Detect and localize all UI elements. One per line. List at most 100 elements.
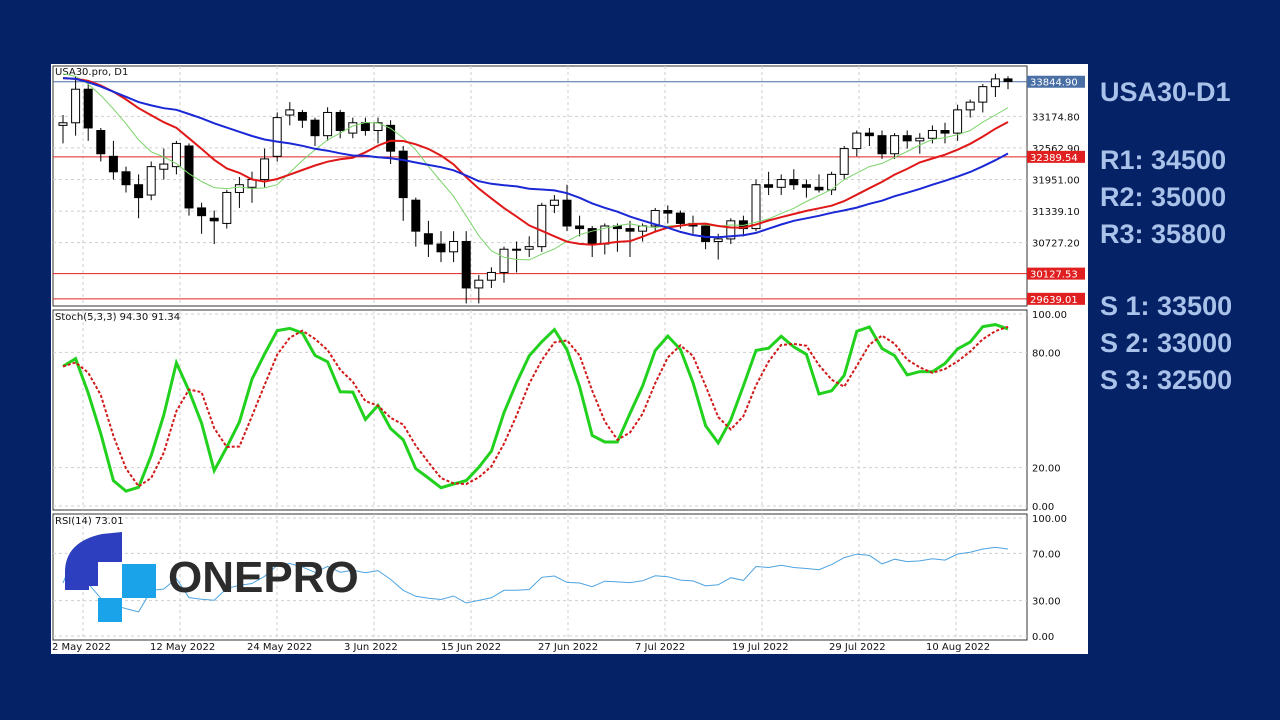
rsi-tick-label: 70.00 [1032,549,1061,560]
candle [726,220,736,240]
candle [625,228,635,232]
candle [852,132,862,150]
support-3: S 3: 32500 [1100,365,1233,395]
level-label-box [1027,267,1085,280]
stoch-label: Stoch(5,3,3) 94.30 91.34 [55,312,180,323]
candle [877,135,887,155]
candle [789,179,799,186]
candle [990,78,1000,88]
candle [953,109,963,134]
stoch-tick-label: 0.00 [1032,502,1054,513]
support-1: S 1: 33500 [1100,291,1233,321]
level-label: 32389.54 [1030,153,1078,164]
symbol-label: USA30.pro, D1 [55,67,128,78]
candle [159,163,169,170]
price-tick-label: 31339.10 [1032,207,1080,218]
level-label-box [1027,75,1085,88]
candle [108,155,118,173]
candle [234,184,244,193]
candle [713,238,723,242]
rsi-label: RSI(14) 73.01 [55,516,124,527]
candle [801,184,811,188]
ma-red-line [62,77,1009,246]
candle [310,119,320,137]
candle [71,88,81,124]
candle [83,88,93,129]
panel-frame-2 [52,513,1028,641]
rsi-line [62,546,1009,613]
price-tick-label: 31951.00 [1032,175,1080,186]
chart-panel: 2 May 2022 12 May 2022 24 May 2022 3 Jun 20… [51,64,1088,654]
candle [575,225,585,230]
candle [978,86,988,103]
candle [171,142,181,168]
candle [663,210,673,214]
candle [335,111,345,132]
candle [864,132,874,137]
level-label: 33844.90 [1030,78,1078,89]
resistance-1: R1: 34500 [1100,145,1227,175]
stoch-tick-label: 80.00 [1032,348,1061,359]
ma-blue-line [62,77,1009,239]
levels-panel: USA30-D1 R1: 34500 R2: 35000 R3: 35800 S… [1100,72,1232,399]
levels-title: USA30-D1 [1100,77,1231,107]
logo-text: ONEPRO [168,553,359,602]
candle [940,130,950,134]
candle [121,171,131,186]
x-tick-label: 27 Jun 2022 [538,642,598,653]
resistance-3: R3: 35800 [1100,219,1227,249]
candle [776,179,786,188]
panel-frame-0 [52,65,1028,307]
candle [436,243,446,253]
x-tick-label: 10 Aug 2022 [926,642,990,653]
candle [197,207,207,217]
candle [814,186,824,191]
candle [915,137,925,142]
candle [423,233,433,245]
candle [537,204,547,248]
candle [58,122,68,126]
x-tick-label: 29 Jul 2022 [829,642,886,653]
candle [285,109,295,116]
candle [323,111,333,137]
candle [260,158,270,181]
candle [965,101,975,111]
candle [890,135,900,155]
candle [146,166,156,196]
rsi-tick-label: 100.00 [1032,514,1067,525]
candle [675,212,685,224]
candle [751,184,761,230]
rsi-tick-label: 30.00 [1032,597,1061,608]
x-tick-label: 7 Jul 2022 [635,642,685,653]
candle [499,248,509,273]
candle [411,199,421,232]
candle [209,217,219,222]
x-tick-label: 2 May 2022 [52,642,111,653]
stoch-tick-label: 100.00 [1032,310,1067,321]
stoch-signal-line [62,325,1009,488]
onepro-logo-icon [65,532,156,622]
candle [461,240,471,289]
candle [902,135,912,142]
candle [1003,78,1013,82]
x-tick-label: 19 Jul 2022 [732,642,789,653]
level-label: 30127.53 [1030,270,1078,281]
candle [524,246,534,250]
x-tick-label: 3 Jun 2022 [344,642,398,653]
level-label: 29639.01 [1030,295,1078,306]
candle [360,122,370,132]
candle [449,240,459,253]
candle [386,124,396,152]
x-tick-label: 15 Jun 2022 [441,642,501,653]
level-label-box [1027,292,1085,305]
candle [272,117,282,157]
candle [184,145,194,209]
candle [839,148,849,175]
stoch-main-line [62,323,1009,493]
candle [701,225,711,242]
candle [222,191,232,224]
candle [96,130,106,155]
stoch-tick-label: 20.00 [1032,464,1061,475]
candle [486,271,496,281]
candle [764,184,774,188]
